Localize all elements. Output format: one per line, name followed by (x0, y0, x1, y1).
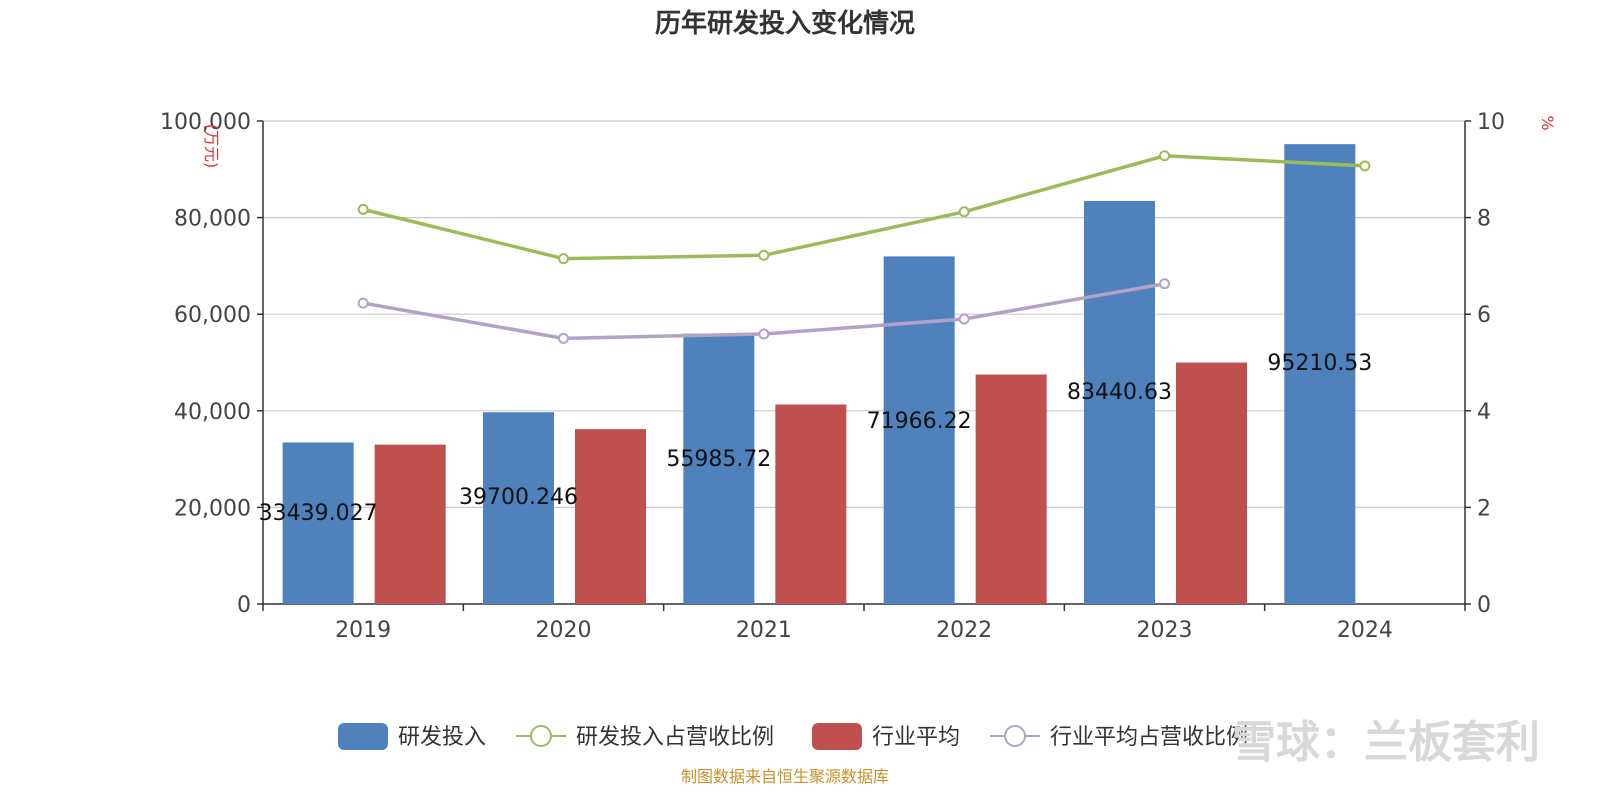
line-point (558, 332, 569, 344)
legend-swatch-marker (530, 725, 552, 747)
right-tick-label: 6 (1477, 303, 1491, 328)
legend-swatch-bar (812, 723, 862, 750)
left-tick-label: 80,000 (174, 207, 251, 232)
bar-rd-investment (683, 333, 755, 604)
line-point (958, 206, 970, 218)
line-point (1159, 150, 1170, 162)
line-point (1359, 160, 1371, 172)
left-tick-label: 0 (237, 593, 251, 618)
bar-value-label: 39700.246 (459, 485, 578, 510)
left-tick-label: 40,000 (174, 400, 251, 425)
left-tick-label: 60,000 (174, 303, 251, 328)
line-point (758, 328, 770, 340)
line-point (357, 203, 369, 215)
chart-title: 历年研发投入变化情况 (655, 8, 915, 39)
bar-rd-investment (1284, 144, 1356, 605)
x-tick-label: 2024 (1337, 618, 1393, 643)
line-point (758, 249, 770, 261)
right-tick-label: 0 (1477, 593, 1491, 618)
watermark: 雪球：兰板套利 (1232, 717, 1540, 768)
left-tick-label: 20,000 (174, 496, 251, 521)
right-axis-unit: % (1538, 115, 1557, 130)
legend: 研发投入 研发投入占营收比例 行业平均 行业平均占营收比例 (338, 723, 1248, 750)
left-tick-label: 100,000 (160, 110, 251, 135)
series-lines (357, 150, 1371, 344)
data-labels: 33439.027 39700.246 55985.72 71966.22 83440.… (259, 351, 1373, 526)
source-note: 制图数据来自恒生聚源数据库 (681, 767, 889, 786)
line-point (357, 297, 369, 309)
bar-rd-investment (1084, 200, 1155, 604)
bar-industry-average (374, 444, 446, 604)
line-point (958, 313, 970, 325)
bars (282, 144, 1356, 605)
bar-industry-average (1176, 362, 1247, 604)
bar-rd-investment (483, 412, 554, 604)
line-point (558, 253, 569, 265)
x-tick-label: 2020 (536, 618, 592, 643)
bar-industry-average (775, 404, 847, 604)
grid-lines (263, 120, 1465, 508)
bar-value-label: 33439.027 (259, 501, 378, 526)
bar-value-label: 71966.22 (867, 409, 972, 434)
right-tick-label: 4 (1477, 400, 1491, 425)
legend-label: 行业平均 (872, 725, 960, 750)
x-tick-label: 2022 (936, 618, 992, 643)
right-tick-label: 10 (1477, 110, 1505, 135)
legend-label: 研发投入 (398, 725, 486, 750)
bar-industry-average (975, 374, 1047, 604)
bar-value-label: 83440.63 (1067, 380, 1172, 405)
bar-value-label: 55985.72 (666, 447, 771, 472)
bar-value-label: 95210.53 (1267, 351, 1372, 376)
right-tick-label: 8 (1477, 207, 1491, 232)
x-tick-label: 2021 (736, 618, 792, 643)
legend-swatch-marker (1004, 725, 1026, 747)
bar-rd-investment (883, 256, 955, 604)
legend-label: 行业平均占营收比例 (1050, 725, 1248, 750)
x-tick-label: 2019 (335, 618, 391, 643)
legend-label: 研发投入占营收比例 (576, 725, 774, 750)
bar-rd-investment (282, 442, 354, 604)
right-tick-label: 2 (1477, 496, 1491, 521)
line-point (1159, 278, 1170, 290)
legend-swatch-bar (338, 723, 388, 750)
line-rd-ratio (362, 154, 1365, 261)
left-axis-unit: (万元) (202, 124, 221, 169)
x-tick-label: 2023 (1137, 618, 1193, 643)
bar-industry-average (575, 429, 646, 604)
axes: 0 0 20,000 2 40,000 4 60,000 6 80,000 8 100,000 10 2… (160, 110, 1505, 643)
